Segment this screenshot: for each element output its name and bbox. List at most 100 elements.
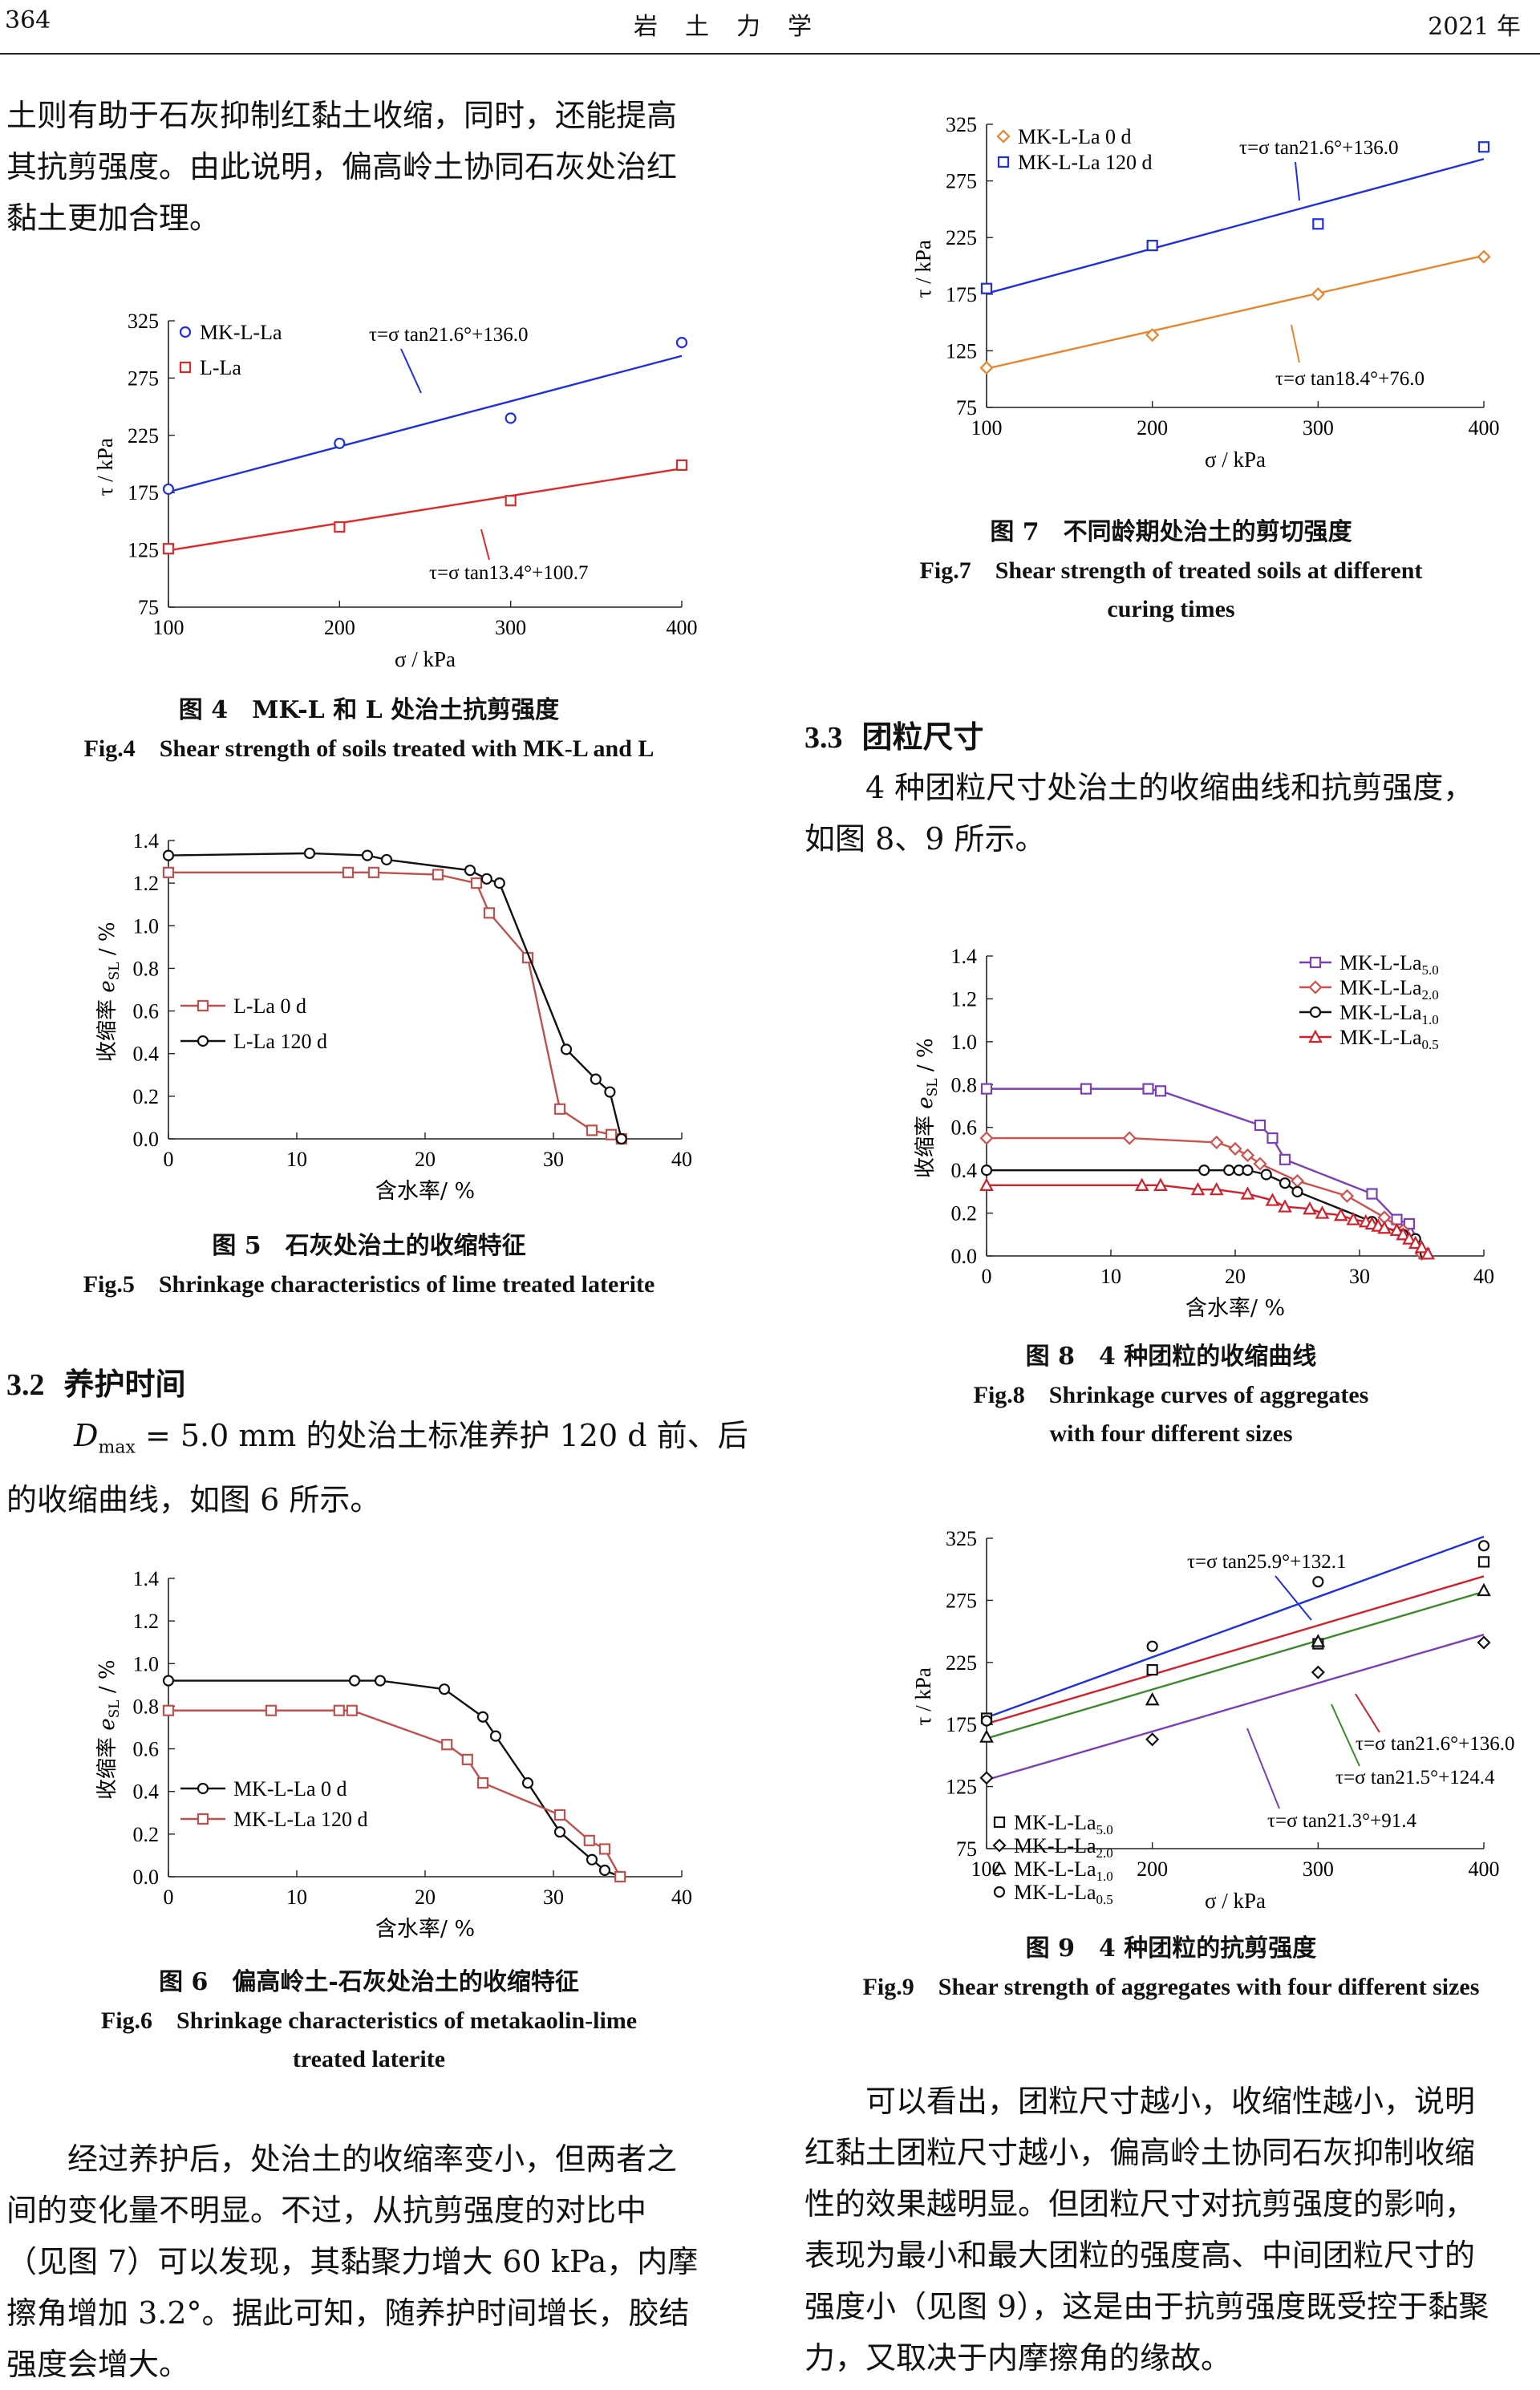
data-point-circle	[162, 1675, 175, 1687]
data-point-square	[1146, 1663, 1158, 1676]
data-point-square	[1403, 1217, 1416, 1230]
paragraph-2: Dmax = 5.0 mm 的处治土标准养护 120 d 前、后 的收缩曲线，如…	[6, 1410, 748, 1525]
x-tick-label: 10	[286, 1148, 307, 1171]
y-tick-label: 75	[138, 596, 159, 619]
data-point-circle	[1279, 1177, 1291, 1189]
fit-equation: τ=σ tan21.5°+124.4	[1335, 1767, 1495, 1788]
figure-6-chart: 0.0 0.2 0.4 0.6 0.8 1.0 1.2 1.4 0 10 20 30 40 含水率/ % 收…	[95, 1567, 692, 1942]
data-point-square	[1080, 1083, 1092, 1095]
caption-zh: 图 5 石灰处治土的收缩特征	[212, 1232, 526, 1260]
x-tick-label: 40	[1473, 1265, 1494, 1288]
paragraph-5: 可以看出，团粒尺寸越小，收缩性越小，说明 红黏土团粒尺寸越小，偏高岭土协同石灰抑…	[804, 2076, 1534, 2384]
data-point-circle	[464, 865, 476, 877]
figure-9-caption: 图 9 4 种团粒的抗剪强度 Fig.9 Shear strength of a…	[802, 1930, 1540, 2007]
data-point-circle	[604, 1086, 616, 1098]
y-tick-label: 325	[946, 1527, 977, 1550]
legend-label: L-La 0 d	[233, 994, 306, 1018]
x-tick-label: 100	[971, 416, 1003, 440]
data-point-circle	[1146, 1640, 1158, 1652]
fit-line	[986, 158, 1485, 295]
y-axis-title: 收缩率 eSL / %	[95, 1659, 123, 1800]
y-tick-label: 0.6	[133, 1738, 160, 1761]
data-point-circle	[489, 1730, 502, 1742]
data-point-triangle	[1402, 1231, 1416, 1245]
data-point-circle	[493, 877, 505, 889]
journal-title: 岩 土 力 学	[634, 13, 813, 41]
data-point-circle	[334, 437, 346, 449]
data-point-circle	[615, 1132, 627, 1145]
text-line: 擦角增加 3.2°。据此可知，随养护时间增长，胶结	[6, 2295, 690, 2331]
leader-line	[1331, 1703, 1360, 1767]
x-tick-label: 20	[415, 1148, 436, 1171]
data-point-circle	[505, 412, 517, 424]
data-point-circle	[162, 849, 175, 861]
page-header: 364 岩 土 力 学 2021 年	[0, 0, 1540, 53]
data-point-square	[367, 866, 380, 878]
fit-line	[168, 468, 683, 552]
y-axis-title: τ / kPa	[93, 438, 117, 496]
caption-zh: 图 7 不同龄期处治土的剪切强度	[990, 518, 1352, 546]
caption-en: Fig.6 Shrinkage characteristics of metak…	[100, 2007, 638, 2034]
dmax-symbol: D	[74, 1418, 99, 1453]
figure-5-caption: 图 5 石灰处治土的收缩特征 Fig.5 Shrinkage character…	[0, 1227, 738, 1304]
x-axis-title: 含水率/ %	[375, 1917, 475, 1942]
data-point-square	[432, 869, 444, 881]
data-point-square	[553, 1809, 566, 1821]
data-point-square	[197, 1813, 209, 1825]
y-tick-label: 275	[946, 1589, 977, 1612]
x-tick-label: 40	[671, 1886, 692, 1909]
leader-line	[480, 529, 490, 561]
data-point-triangle	[1315, 1205, 1330, 1219]
x-tick-label: 100	[153, 616, 184, 639]
y-tick-label: 0.4	[951, 1159, 978, 1182]
y-axis-title: 收缩率 eSL / %	[914, 1038, 941, 1178]
x-tick-label: 30	[1349, 1265, 1370, 1288]
section-3-2-heading: 3.2 养护时间	[6, 1359, 186, 1404]
data-point-square	[441, 1739, 453, 1751]
x-axis-title: 含水率/ %	[375, 1179, 475, 1204]
data-point-triangle	[1153, 1177, 1168, 1191]
text-line: 其抗剪强度。由此说明，偏高岭土协同石灰处治红	[6, 149, 678, 184]
y-tick-label: 0.4	[133, 1780, 160, 1804]
data-point-circle	[1198, 1165, 1210, 1177]
data-point-square	[583, 1834, 595, 1846]
x-tick-label: 300	[1303, 1857, 1334, 1881]
series-line	[987, 1169, 1427, 1254]
legend-label: MK-L-La1.0	[1339, 1001, 1439, 1027]
data-point-diamond	[979, 1131, 994, 1145]
y-axis-title: 收缩率 eSL / %	[95, 922, 123, 1062]
data-point-square	[1477, 1556, 1490, 1568]
data-point-square	[553, 1103, 566, 1115]
x-tick-label: 20	[1225, 1265, 1246, 1288]
x-axis-title: σ / kPa	[1205, 1889, 1266, 1913]
data-point-square	[980, 282, 993, 294]
paragraph-1: 土则有助于石灰抑制红黏土收缩，同时，还能提高 其抗剪强度。由此说明，偏高岭土协同…	[6, 90, 736, 244]
data-point-triangle	[1145, 1691, 1160, 1706]
data-point-square	[1279, 1153, 1291, 1165]
x-tick-label: 200	[1137, 416, 1168, 440]
x-axis-title: σ / kPa	[1205, 448, 1266, 472]
y-tick-label: 1.2	[133, 1610, 160, 1633]
legend-label: L-La	[200, 356, 241, 379]
data-point-square	[598, 1843, 611, 1855]
caption-en: Fig.7 Shear strength of treated soils at…	[919, 557, 1423, 584]
text-line: Dmax = 5.0 mm 的处治土标准养护 120 d 前、后	[6, 1410, 748, 1474]
section-number: 3.3	[804, 721, 843, 755]
data-point-triangle	[1240, 1186, 1255, 1200]
y-tick-label: 1.4	[951, 945, 978, 968]
y-tick-label: 0.8	[951, 1073, 978, 1096]
data-point-square	[980, 1083, 993, 1095]
legend-label: MK-L-La0.5	[1339, 1026, 1439, 1052]
y-tick-label: 225	[946, 1651, 977, 1675]
y-tick-label: 1.2	[951, 987, 978, 1011]
leader-line	[1275, 1575, 1312, 1621]
data-point-square	[1477, 141, 1490, 153]
y-tick-label: 1.2	[133, 872, 160, 895]
data-point-diamond	[1240, 1148, 1255, 1162]
y-tick-label: 0.2	[133, 1823, 160, 1846]
data-point-square	[1366, 1188, 1378, 1200]
data-point-triangle	[1303, 1201, 1317, 1215]
y-tick-label: 175	[946, 283, 977, 306]
caption-en: curing times	[1107, 596, 1235, 622]
x-tick-label: 30	[543, 1148, 564, 1171]
